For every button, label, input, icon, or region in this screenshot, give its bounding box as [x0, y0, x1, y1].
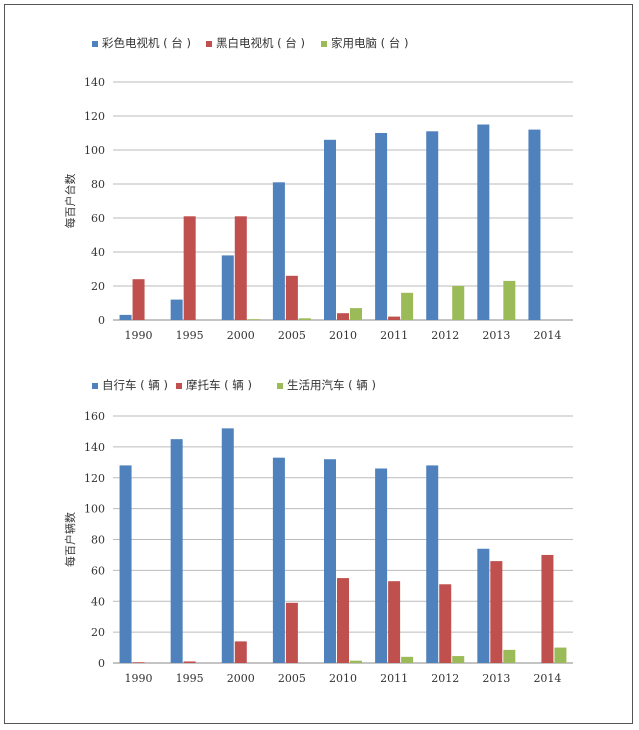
y-axis-label: 每百户辆数	[63, 512, 77, 567]
y-tick-label-20: 20	[91, 626, 105, 639]
figure-frame	[4, 4, 633, 724]
y-tick-label-80: 80	[91, 178, 105, 191]
legend-swatch-2	[206, 41, 212, 47]
y-tick-label-60: 60	[91, 212, 105, 225]
bar-s1-2010	[324, 139, 336, 320]
bar-s2-2014	[541, 554, 554, 663]
bar-s2-1995	[183, 216, 196, 320]
bar-s2-1990	[132, 662, 145, 663]
x-tick-label-2000: 2000	[227, 329, 255, 342]
bar-s1-2013	[477, 548, 490, 663]
chart-2: 自行车 ( 辆 ) 摩托车 ( 辆 ) 生活用汽车 ( 辆 ) 0 20 40 60 80 10…	[63, 378, 573, 685]
y-tick-label-20: 20	[91, 280, 105, 293]
legend-label-1: 自行车 ( 辆 )	[102, 378, 168, 392]
x-tick-label-2010: 2010	[329, 672, 357, 685]
bar-s2-1995	[183, 661, 196, 663]
y-tick-label-60: 60	[91, 564, 105, 577]
bar-s3-2013	[503, 280, 516, 320]
bar-s2-2005	[285, 602, 298, 663]
bar-s2-2011	[388, 316, 401, 320]
legend-label-3: 生活用汽车 ( 辆 )	[287, 378, 376, 392]
chart-1: 彩色电视机 ( 台 ) 黑白电视机 ( 台 ) 家用电脑 ( 台 ) 0 20 40 60 8…	[63, 36, 573, 342]
y-tick-label-40: 40	[91, 246, 105, 259]
legend-label-1: 彩色电视机 ( 台 )	[102, 36, 191, 50]
bar-s3-2013	[503, 649, 516, 663]
y-tick-label-140: 140	[84, 76, 105, 89]
x-tick-label-2011: 2011	[380, 329, 408, 342]
bar-s1-2005	[272, 457, 285, 663]
legend-swatch-1	[92, 383, 98, 389]
bar-s1-2014	[528, 129, 541, 320]
bar-s3-2014	[554, 647, 567, 663]
bar-s1-2000	[221, 255, 234, 320]
bar-s3-2010	[350, 308, 362, 320]
x-tick-label-2005: 2005	[278, 329, 306, 342]
x-tick-label-2013: 2013	[482, 329, 510, 342]
bar-s2-2000	[234, 216, 247, 320]
x-tick-label-2012: 2012	[431, 672, 459, 685]
y-tick-label-120: 120	[84, 110, 105, 123]
bar-s2-2010	[337, 578, 349, 663]
x-tick-label-2014: 2014	[533, 672, 561, 685]
x-tick-label-1990: 1990	[125, 672, 153, 685]
bar-s1-2005	[272, 182, 285, 320]
legend-swatch-1	[92, 41, 98, 47]
x-tick-label-1995: 1995	[176, 672, 204, 685]
bar-s1-1995	[170, 299, 183, 320]
x-tick-label-2000: 2000	[227, 672, 255, 685]
y-tick-label-100: 100	[84, 503, 105, 516]
bar-s2-1990	[132, 279, 145, 320]
x-tick-label-2010: 2010	[329, 329, 357, 342]
bar-s1-2010	[324, 459, 336, 663]
bar-s3-2011	[401, 656, 414, 663]
bar-s1-1995	[170, 439, 183, 663]
y-tick-label-100: 100	[84, 144, 105, 157]
bar-s3-2005	[298, 318, 311, 320]
x-tick-label-2012: 2012	[431, 329, 459, 342]
bar-s2-2010	[337, 313, 349, 320]
x-tick-label-2014: 2014	[533, 329, 561, 342]
y-tick-label-80: 80	[91, 534, 105, 547]
x-tick-label-2005: 2005	[278, 672, 306, 685]
bar-s3-2012	[452, 656, 465, 663]
legend-label-2: 摩托车 ( 辆 )	[186, 378, 252, 392]
bar-s2-2011	[388, 581, 401, 663]
x-tick-label-1995: 1995	[176, 329, 204, 342]
bar-s3-2000	[247, 319, 260, 320]
x-tick-label-2013: 2013	[482, 672, 510, 685]
bar-s1-1990	[119, 314, 132, 320]
legend-swatch-3	[277, 383, 283, 389]
y-tick-label-140: 140	[84, 441, 105, 454]
y-tick-label-0: 0	[98, 314, 105, 327]
bar-s1-2011	[375, 133, 388, 320]
y-tick-label-40: 40	[91, 595, 105, 608]
legend-swatch-2	[176, 383, 182, 389]
y-tick-label-160: 160	[84, 410, 105, 423]
bar-s2-2013	[490, 561, 503, 663]
legend-label-3: 家用电脑 ( 台 )	[331, 36, 408, 50]
legend-label-2: 黑白电视机 ( 台 )	[216, 36, 305, 50]
bar-s3-2011	[401, 292, 414, 320]
y-tick-label-0: 0	[98, 657, 105, 670]
bar-s3-2012	[452, 286, 465, 320]
bar-s1-2013	[477, 124, 490, 320]
y-axis-label: 每百户台数	[63, 174, 77, 229]
bar-s1-2012	[426, 465, 439, 663]
bar-s2-2000	[234, 641, 247, 663]
legend-swatch-3	[321, 41, 327, 47]
x-tick-label-2011: 2011	[380, 672, 408, 685]
bar-s1-2012	[426, 131, 439, 320]
bar-s1-2000	[221, 428, 234, 663]
bar-s3-2010	[350, 660, 362, 663]
x-tick-label-1990: 1990	[125, 329, 153, 342]
y-tick-label-120: 120	[84, 472, 105, 485]
bar-s1-1990	[119, 465, 132, 663]
bar-s1-2011	[375, 468, 388, 663]
bar-s2-2012	[439, 584, 452, 663]
bar-s2-2005	[285, 275, 298, 320]
